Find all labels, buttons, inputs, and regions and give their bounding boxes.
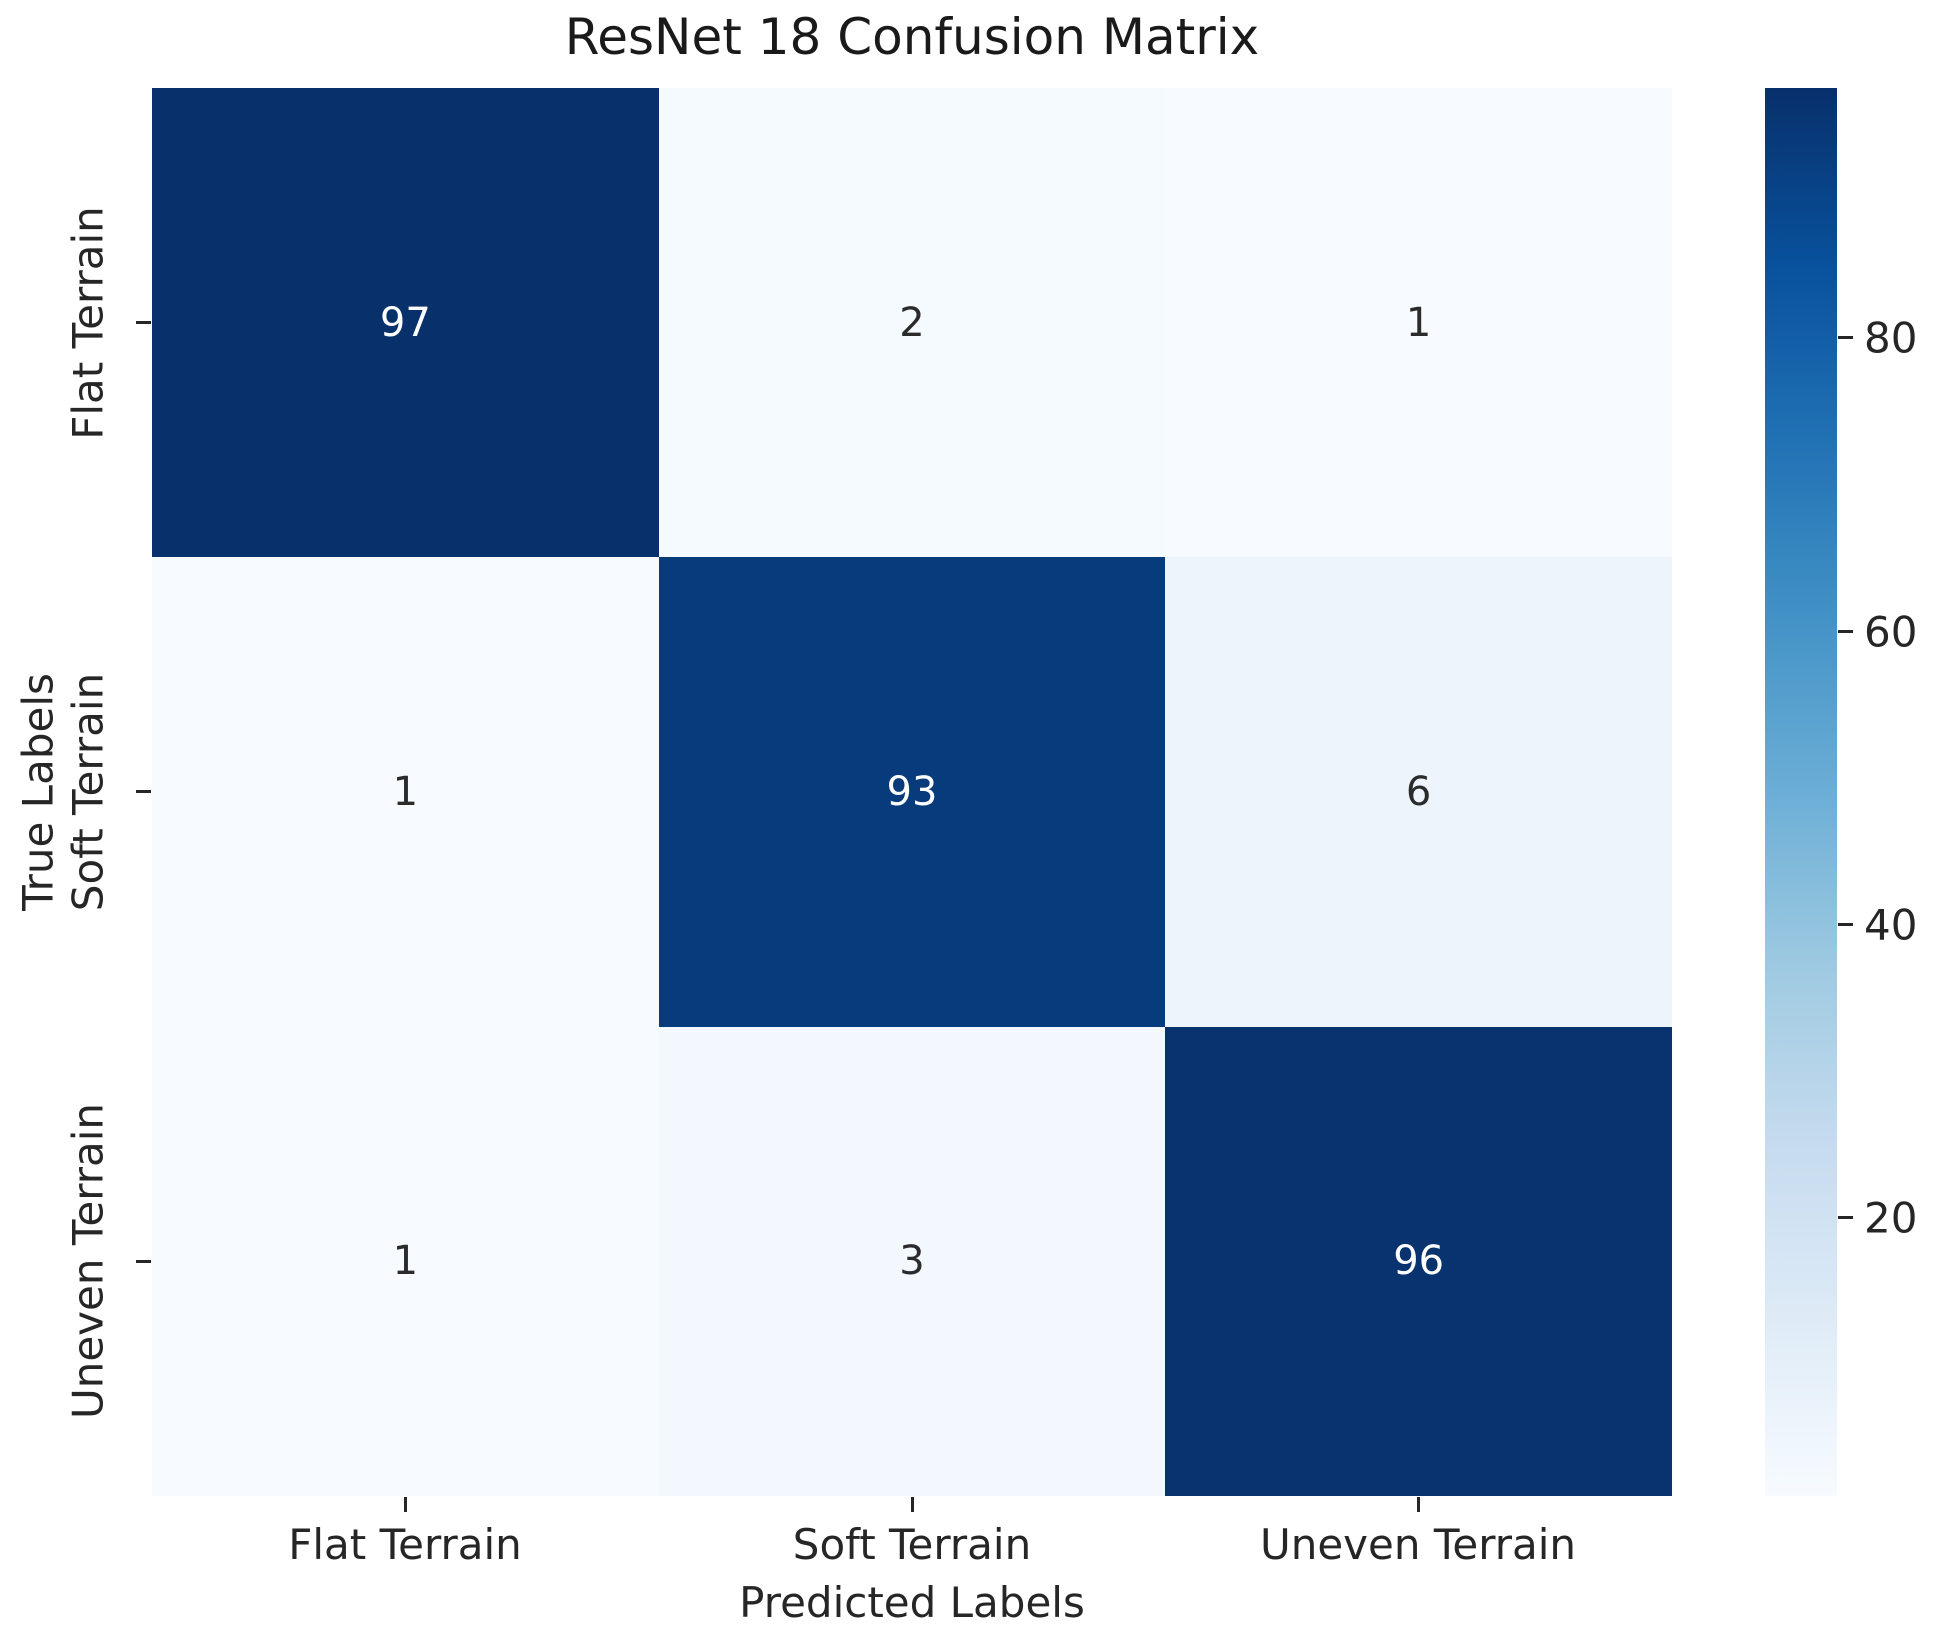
x-tick-label-flat-terrain: Flat Terrain: [288, 1520, 522, 1569]
colorbar-tick-mark-20: [1838, 1216, 1853, 1219]
x-tick-mark-3: [1417, 1497, 1420, 1512]
heatmap-cell-r0c0: 97: [152, 88, 659, 558]
heatmap-cell-r0c1: 2: [658, 88, 1166, 558]
x-tick-label-soft-terrain: Soft Terrain: [792, 1520, 1032, 1569]
colorbar-tick-mark-60: [1838, 630, 1853, 633]
heatmap-cell-r1c2: 6: [1165, 557, 1672, 1027]
colorbar-tick-mark-80: [1838, 336, 1853, 339]
colorbar-gradient: [1765, 88, 1837, 1496]
y-tick-label-flat-terrain: Flat Terrain: [63, 206, 113, 440]
x-tick-mark-2: [911, 1497, 914, 1512]
colorbar-tick-label-80: 80: [1864, 313, 1918, 363]
heatmap-cell-r2c1: 3: [658, 1026, 1166, 1496]
heatmap-cell-r1c1: 93: [658, 557, 1166, 1027]
y-tick-mark-2: [136, 790, 151, 793]
y-tick-label-soft-terrain: Soft Terrain: [63, 672, 113, 912]
y-tick-mark-1: [136, 321, 151, 324]
y-tick-label-uneven-terrain: Uneven Terrain: [63, 1102, 113, 1420]
x-tick-label-uneven-terrain: Uneven Terrain: [1259, 1520, 1577, 1569]
heatmap-cell-r2c2: 96: [1165, 1026, 1672, 1496]
colorbar-tick-label-40: 40: [1864, 900, 1918, 950]
heatmap: 97 2 1 1 93 6 1 3 96: [152, 88, 1672, 1496]
colorbar-tick-label-20: 20: [1864, 1193, 1918, 1243]
y-axis-label: True Labels: [13, 673, 63, 911]
x-axis-label: Predicted Labels: [739, 1578, 1085, 1627]
heatmap-cell-r2c0: 1: [152, 1026, 659, 1496]
colorbar-tick-label-60: 60: [1864, 607, 1918, 657]
y-tick-mark-3: [136, 1260, 151, 1263]
heatmap-cell-r0c2: 1: [1165, 88, 1672, 558]
colorbar-tick-mark-40: [1838, 923, 1853, 926]
chart-title: ResNet 18 Confusion Matrix: [564, 8, 1260, 66]
x-tick-mark-1: [404, 1497, 407, 1512]
heatmap-cell-r1c0: 1: [152, 557, 659, 1027]
